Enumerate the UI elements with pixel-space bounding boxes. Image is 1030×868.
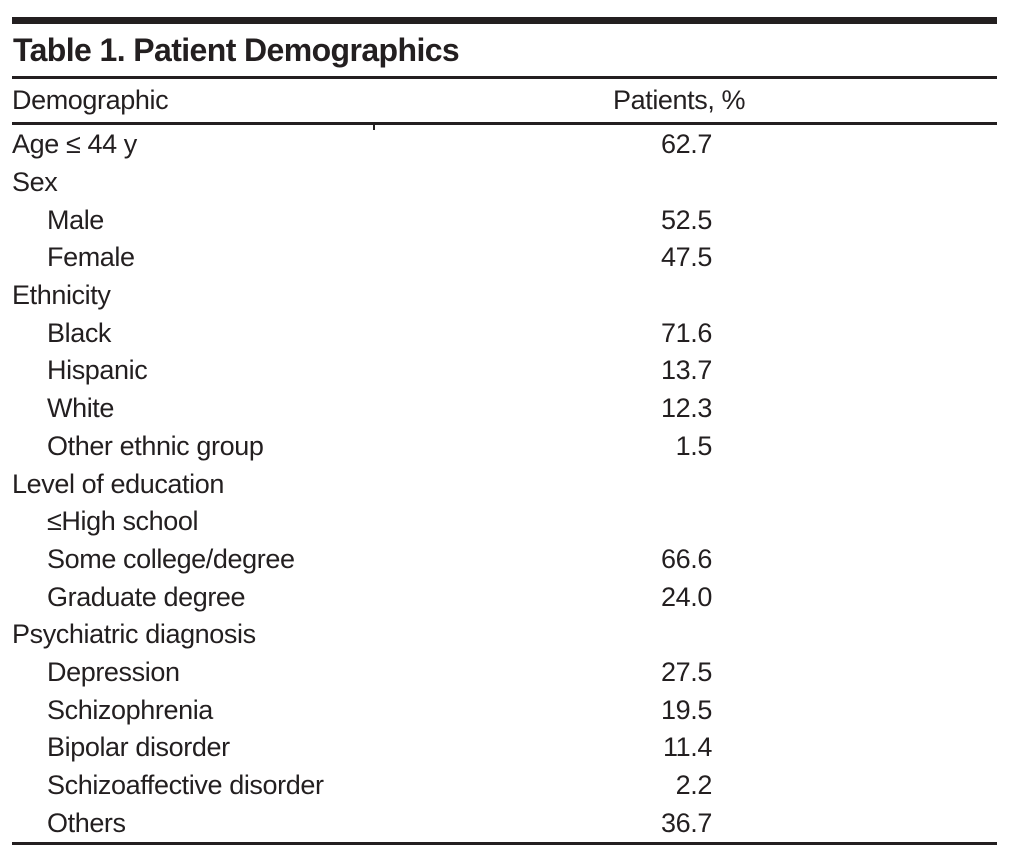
row-value: 27.5 (661, 656, 712, 687)
table-row: Black 71.6 (12, 314, 997, 352)
table-row: Level of education (12, 465, 997, 503)
table-row: Schizoaffective disorder 2.2 (12, 767, 997, 805)
row-label: Some college/degree (47, 543, 295, 574)
row-label: Other ethnic group (47, 430, 264, 461)
row-label: Graduate degree (47, 581, 246, 612)
row-label: Female (47, 242, 135, 273)
table-row: Sex (12, 164, 997, 202)
row-value: 19.5 (661, 694, 712, 725)
row-label: Level of education (12, 468, 224, 499)
table-row: Some college/degree 66.6 (12, 541, 997, 579)
row-label: Others (47, 807, 126, 838)
row-label: Age ≤ 44 y (12, 129, 137, 160)
row-label: Schizoaffective disorder (47, 770, 324, 801)
row-value: 52.5 (661, 204, 712, 235)
row-value: 36.7 (661, 807, 712, 838)
row-value: 1.5 (675, 430, 713, 461)
row-label: White (47, 393, 115, 424)
column-header-demographic: Demographic (12, 85, 169, 115)
table-row: Bipolar disorder 11.4 (12, 729, 997, 767)
table-row: Hispanic 13.7 (12, 352, 997, 390)
row-value: 13.7 (661, 355, 712, 386)
row-label: Depression (47, 656, 180, 687)
table-row: White 12.3 (12, 390, 997, 428)
row-label: Ethnicity (12, 280, 111, 311)
table-row: Psychiatric diagnosis (12, 616, 997, 654)
table-row: Ethnicity (12, 277, 997, 315)
table-header-row: Demographic Patients, % (12, 79, 997, 122)
row-label: Schizophrenia (47, 694, 213, 725)
bottom-rule (12, 842, 997, 846)
header-rule (12, 122, 997, 130)
row-value: 12.3 (661, 393, 712, 424)
table-top-bar (12, 17, 997, 24)
column-header-patients-percent: Patients, % (613, 85, 746, 115)
row-value: 11.4 (663, 732, 712, 763)
table-row: Depression 27.5 (12, 654, 997, 692)
row-label: Bipolar disorder (47, 732, 230, 763)
column-divider-tick (373, 125, 375, 130)
row-value: 47.5 (661, 242, 712, 273)
row-value: 62.7 (661, 129, 712, 160)
table-row: Age ≤ 44 y 62.7 (12, 126, 997, 164)
title-rule (12, 76, 997, 79)
table-row: Others 36.7 (12, 804, 997, 842)
table-row: Graduate degree 24.0 (12, 578, 997, 616)
table-title: Table 1. Patient Demographics (13, 32, 460, 68)
row-value: 24.0 (661, 581, 712, 612)
table-row: Other ethnic group 1.5 (12, 428, 997, 466)
row-label: Black (47, 317, 112, 348)
table-row: Schizophrenia 19.5 (12, 691, 997, 729)
table-row: Male 52.5 (12, 201, 997, 239)
row-label: Sex (12, 167, 58, 198)
row-value: 71.6 (661, 317, 712, 348)
table-container: Table 1. Patient Demographics Demographi… (12, 0, 997, 846)
row-label: Male (47, 204, 104, 235)
row-value: 66.6 (661, 543, 712, 574)
row-label: Psychiatric diagnosis (12, 619, 256, 650)
table-row: Female 47.5 (12, 239, 997, 277)
row-label: ≤High school (47, 506, 199, 537)
table-body: Age ≤ 44 y 62.7 Sex Male 52.5 Female 47.5 Ethni… (12, 125, 997, 842)
row-value: 2.2 (675, 770, 713, 801)
row-label: Hispanic (47, 355, 148, 386)
table-row: ≤High school (12, 503, 997, 541)
